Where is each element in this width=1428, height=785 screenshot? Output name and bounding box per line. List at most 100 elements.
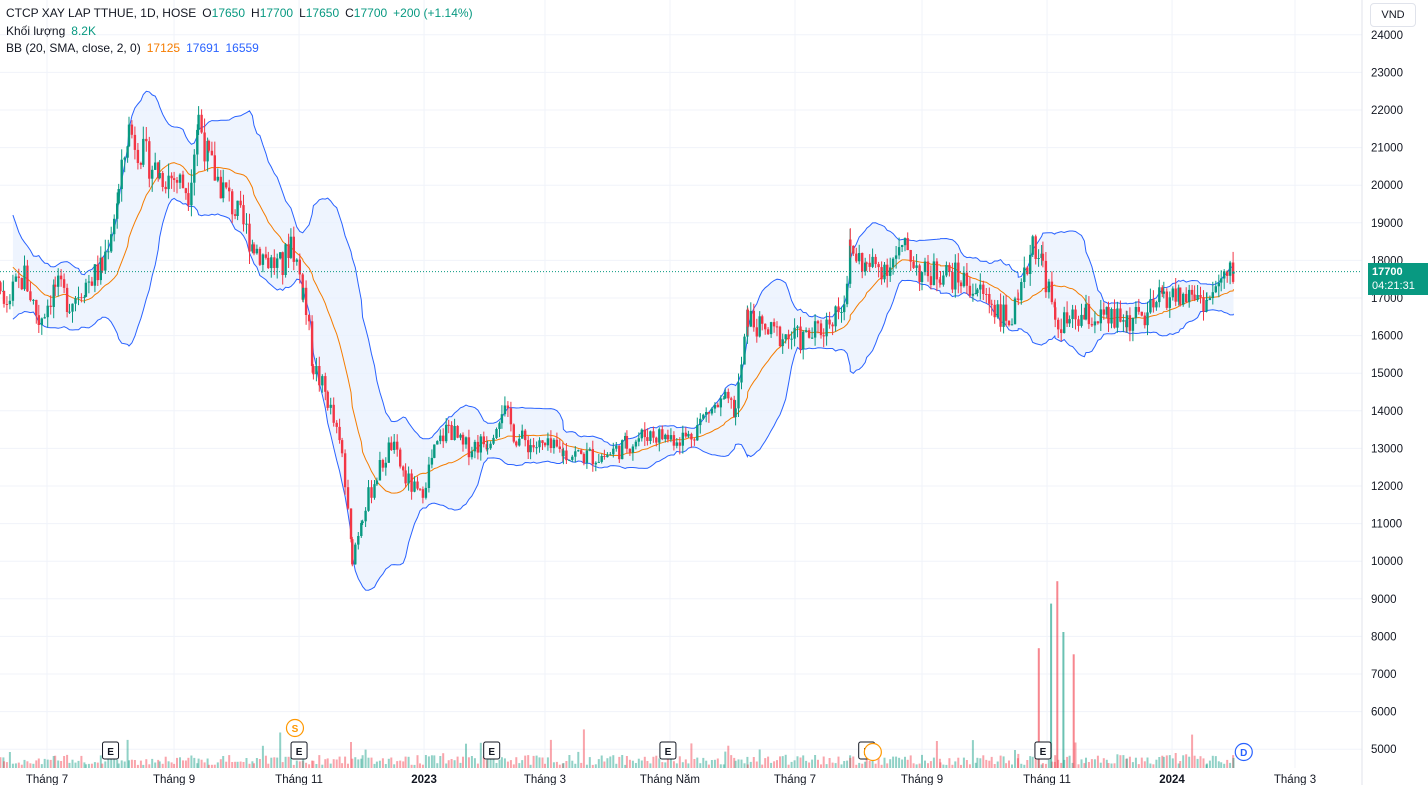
candle-body <box>713 404 717 409</box>
candle-body <box>848 239 852 284</box>
volume-bar <box>367 757 370 768</box>
candle-body <box>724 391 727 399</box>
earnings-marker[interactable]: E <box>1034 741 1052 760</box>
candle-body <box>1102 309 1105 315</box>
volume-bar <box>8 752 11 768</box>
volume-bar <box>35 760 38 768</box>
volume-bar <box>179 757 181 768</box>
volume-bar <box>54 755 57 768</box>
volume-bar <box>29 763 32 768</box>
volume-bar <box>588 757 591 768</box>
candle-body <box>1155 302 1158 308</box>
split-marker[interactable]: S <box>285 718 305 738</box>
dividend-marker[interactable]: D <box>1234 742 1253 762</box>
candle-body <box>804 330 808 332</box>
volume-bar <box>289 757 292 768</box>
candle-body <box>1047 281 1051 293</box>
earnings-marker[interactable]: E <box>659 741 677 760</box>
volume-bar <box>935 741 938 768</box>
candle-body <box>145 138 148 142</box>
candle-body <box>1105 307 1108 315</box>
volume-bar <box>161 763 164 768</box>
candle-body <box>410 473 413 492</box>
candle-body <box>939 282 942 285</box>
volume-bar <box>1122 755 1125 768</box>
candle-body <box>730 398 733 400</box>
candle-body <box>40 318 43 326</box>
volume-bar <box>962 757 965 768</box>
volume-bar <box>473 758 476 768</box>
volume-bar <box>971 740 974 768</box>
candle-body <box>1168 297 1171 308</box>
candle-body <box>473 441 477 452</box>
candle-body <box>90 281 94 286</box>
volume-bar <box>145 759 148 768</box>
candle-body <box>154 162 157 170</box>
volume-bar <box>200 759 203 768</box>
candle-body <box>874 256 877 265</box>
candle-body <box>1050 281 1054 303</box>
volume-bar <box>597 759 600 768</box>
candle-body <box>722 398 725 400</box>
candle-body <box>1223 271 1226 279</box>
volume-bar <box>1099 762 1102 768</box>
volume-bar <box>251 761 254 768</box>
volume-bar <box>410 764 413 768</box>
volume-bar <box>120 760 123 768</box>
candle-body <box>43 317 46 319</box>
candle-body <box>8 300 12 305</box>
candle-body <box>87 281 91 283</box>
earnings-marker[interactable]: E <box>290 741 308 760</box>
candle-body <box>402 466 405 471</box>
volume-bar <box>515 757 518 768</box>
dividend-marker[interactable] <box>863 742 882 762</box>
volume-bar <box>1226 759 1229 768</box>
candle-body <box>669 435 673 440</box>
volume-bar <box>203 762 206 768</box>
earnings-marker[interactable]: E <box>483 741 501 760</box>
candle-body <box>634 441 638 447</box>
candle-body <box>675 442 678 446</box>
volume-bar <box>236 761 239 768</box>
volume-bar <box>242 762 245 768</box>
candle-body <box>500 414 504 424</box>
bb-fill <box>12 91 1234 591</box>
volume-bar <box>996 761 999 768</box>
volume-bar <box>498 759 501 768</box>
volume-bar <box>378 760 381 768</box>
legend-volume-row[interactable]: Khối lượng 8.2K <box>6 23 473 41</box>
candle-body <box>0 282 2 292</box>
candle-body <box>236 200 239 216</box>
volume-bar <box>373 763 376 768</box>
volume-bar <box>93 762 96 768</box>
legend-bb-row[interactable]: BB (20, SMA, close, 2, 0) 17125 17691 16… <box>6 40 473 58</box>
candle-body <box>62 279 66 288</box>
volume-bar <box>661 762 664 768</box>
volume-bar <box>430 755 433 768</box>
candle-body <box>503 405 507 415</box>
candle-body <box>1054 307 1057 320</box>
candle-body <box>959 282 963 287</box>
candle-body <box>784 334 787 340</box>
candle-body <box>837 306 840 313</box>
candle-body <box>442 435 445 442</box>
price-tick-label: 13000 <box>1371 443 1403 455</box>
candle-body <box>558 446 561 449</box>
candle-body <box>37 315 40 325</box>
candle-body <box>110 234 113 252</box>
price-tick-label: 5000 <box>1371 744 1397 756</box>
candle-body <box>1208 298 1212 300</box>
candle-body <box>538 440 541 448</box>
candle-body <box>618 445 621 460</box>
candle-body <box>418 488 422 490</box>
candle-body <box>816 321 820 324</box>
earnings-marker[interactable]: E <box>102 741 120 760</box>
volume-bar <box>1054 755 1057 768</box>
candle-body <box>666 434 670 440</box>
volume-bar <box>906 759 909 768</box>
candle-body <box>11 281 15 301</box>
candle-body <box>640 429 643 439</box>
candle-body <box>164 186 167 190</box>
currency-button[interactable]: VND <box>1370 3 1416 27</box>
